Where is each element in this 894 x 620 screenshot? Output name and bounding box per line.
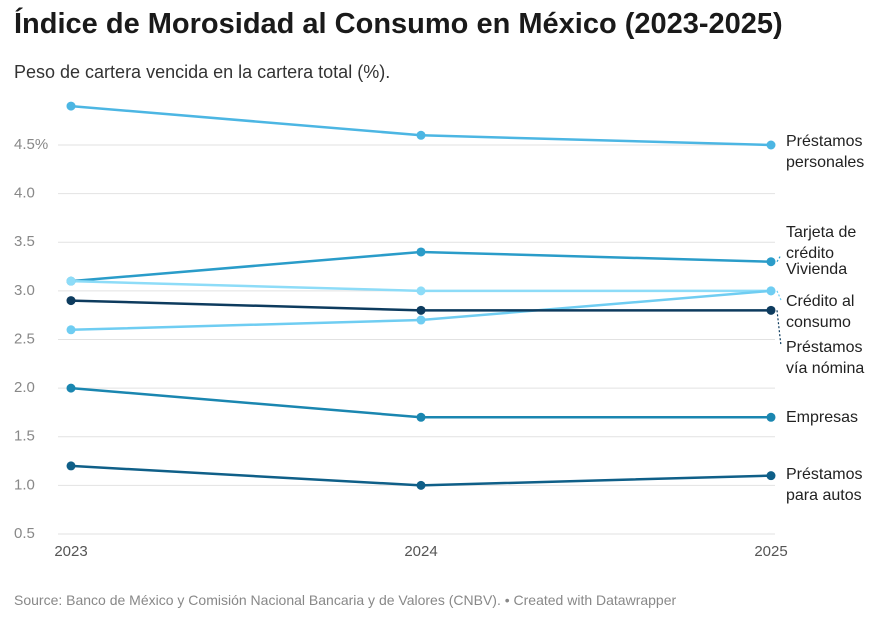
x-tick-label: 2024 (404, 543, 437, 560)
y-tick-label: 4.5% (14, 136, 48, 153)
data-point (66, 383, 76, 393)
series-label: Préstamos para autos (786, 466, 863, 504)
series-label: Tarjeta de crédito (786, 224, 857, 262)
data-point (416, 286, 426, 296)
data-point (766, 257, 776, 267)
y-tick-label: 3.5 (14, 233, 35, 250)
data-point (416, 412, 426, 422)
y-tick-label: 3.0 (14, 282, 35, 299)
data-point (766, 305, 776, 315)
data-point (66, 101, 76, 111)
series-label: Préstamos vía nómina (786, 339, 865, 377)
y-tick-label: 1.5 (14, 428, 35, 445)
data-point (416, 480, 426, 490)
data-point (766, 140, 776, 150)
data-point (416, 315, 426, 325)
data-point (766, 286, 776, 296)
x-tick-label: 2023 (54, 543, 87, 560)
data-point (416, 305, 426, 315)
label-connector (776, 254, 782, 263)
chart-title: Índice de Morosidad al Consumo en México… (14, 8, 783, 40)
source-note: Source: Banco de México y Comisión Nacio… (14, 592, 677, 608)
data-point (766, 471, 776, 481)
data-point (66, 325, 76, 335)
series-label: Vivienda (786, 260, 848, 278)
y-tick-label: 0.5 (14, 525, 35, 542)
y-tick-label: 4.0 (14, 185, 35, 202)
data-point (766, 412, 776, 422)
data-point (66, 276, 76, 286)
chart-subtitle: Peso de cartera vencida en la cartera to… (14, 62, 391, 82)
y-tick-label: 2.5 (14, 330, 35, 347)
label-connector (776, 310, 782, 347)
series-label: Crédito al consumo (786, 293, 855, 331)
data-point (66, 296, 76, 306)
label-connector (776, 290, 782, 301)
y-tick-label: 2.0 (14, 379, 35, 396)
y-tick-label: 1.0 (14, 476, 35, 493)
x-tick-label: 2025 (754, 543, 787, 560)
data-point (416, 130, 426, 140)
series-label: Préstamos personales (786, 133, 865, 171)
data-point (66, 461, 76, 471)
data-point (416, 247, 426, 257)
series-label: Empresas (786, 408, 859, 426)
